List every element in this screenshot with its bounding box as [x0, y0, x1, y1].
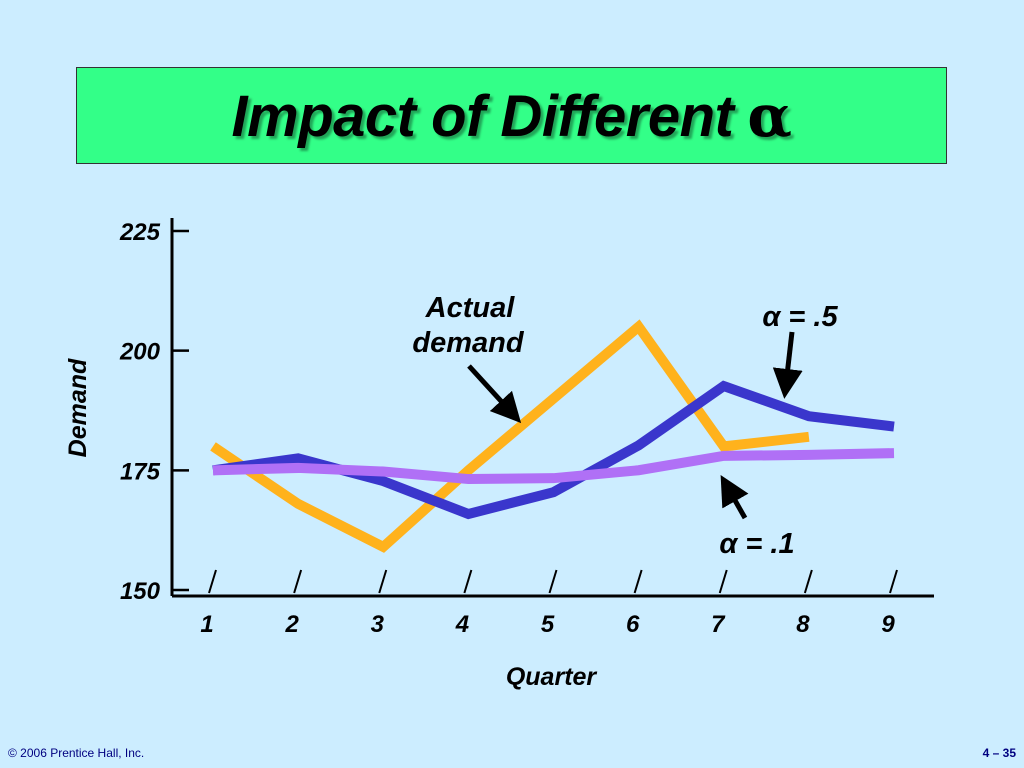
x-tick-label: 6	[626, 611, 640, 638]
slide-title-text: Impact of Different	[231, 83, 734, 149]
x-tick-mark	[208, 569, 217, 594]
alpha-01-arrow	[720, 474, 749, 520]
x-tick-mark	[293, 569, 303, 594]
alpha-05-arrow	[772, 331, 803, 399]
alpha-01-label: α = .1	[719, 528, 794, 560]
x-tick-mark	[548, 569, 558, 594]
x-tick-label: 5	[541, 611, 555, 638]
x-tick-mark	[633, 569, 643, 594]
actual-demand-label-line2: demand	[412, 327, 524, 359]
alpha-01-line	[212, 448, 895, 485]
x-tick-label: 2	[284, 611, 299, 638]
x-tick-label: 4	[455, 611, 469, 638]
alpha-05-line	[212, 380, 895, 520]
y-tick-label: 175	[120, 458, 161, 485]
title-box: Impact of Different α	[76, 67, 947, 164]
actual-demand-arrow	[467, 364, 522, 424]
title-alpha-symbol: α	[747, 81, 792, 150]
x-axis-title: Quarter	[506, 663, 598, 691]
actual-demand-line	[210, 319, 810, 553]
alpha-05-label: α = .5	[762, 301, 838, 333]
x-tick-mark	[378, 569, 388, 594]
y-tick-label: 225	[119, 219, 161, 246]
x-tick-label: 8	[796, 611, 810, 638]
x-tick-mark	[889, 569, 898, 594]
x-tick-mark	[803, 569, 813, 594]
y-tick-label: 200	[119, 339, 161, 366]
x-tick-label: 7	[711, 611, 726, 638]
copyright-footer: © 2006 Prentice Hall, Inc.	[8, 746, 145, 760]
x-tick-mark	[718, 569, 728, 594]
slide-title: Impact of Different α	[232, 82, 792, 150]
x-tick-label: 9	[881, 611, 895, 638]
actual-demand-label-line1: Actual	[425, 292, 516, 324]
page-number: 4 – 35	[982, 746, 1016, 760]
x-tick-mark	[463, 569, 473, 594]
y-axis-title: Demand	[64, 358, 92, 457]
x-tick-label: 1	[200, 611, 213, 638]
y-tick-label: 150	[120, 578, 161, 605]
x-tick-label: 3	[371, 611, 385, 638]
